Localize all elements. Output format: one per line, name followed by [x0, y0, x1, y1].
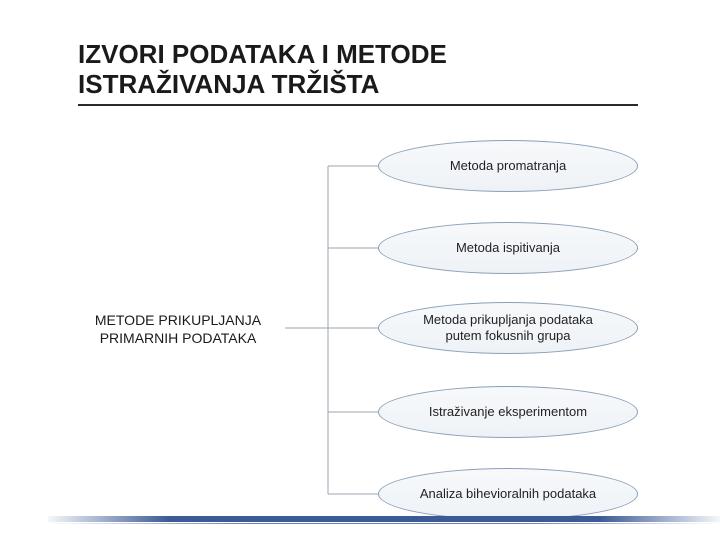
method-node: Analiza bihevioralnih podataka — [378, 468, 638, 520]
footer-gradient — [48, 516, 720, 522]
root-label: METODE PRIKUPLJANJA PRIMARNIH PODATAKA — [78, 312, 278, 347]
footer-bar — [0, 516, 720, 526]
slide: IZVORI PODATAKA I METODE ISTRAŽIVANJA TR… — [0, 0, 720, 540]
method-node: Metoda prikupljanja podataka putem fokus… — [378, 302, 638, 354]
method-label: Metoda promatranja — [450, 158, 566, 174]
method-label: Analiza bihevioralnih podataka — [420, 486, 596, 502]
slide-title: IZVORI PODATAKA I METODE ISTRAŽIVANJA TR… — [78, 40, 638, 106]
method-label: Istraživanje eksperimentom — [429, 404, 587, 420]
footer-thin-line — [48, 523, 720, 524]
method-label: Metoda ispitivanja — [456, 240, 560, 256]
method-label: Metoda prikupljanja podataka putem fokus… — [405, 312, 611, 343]
method-node: Istraživanje eksperimentom — [378, 386, 638, 438]
method-node: Metoda promatranja — [378, 140, 638, 192]
method-node: Metoda ispitivanja — [378, 222, 638, 274]
